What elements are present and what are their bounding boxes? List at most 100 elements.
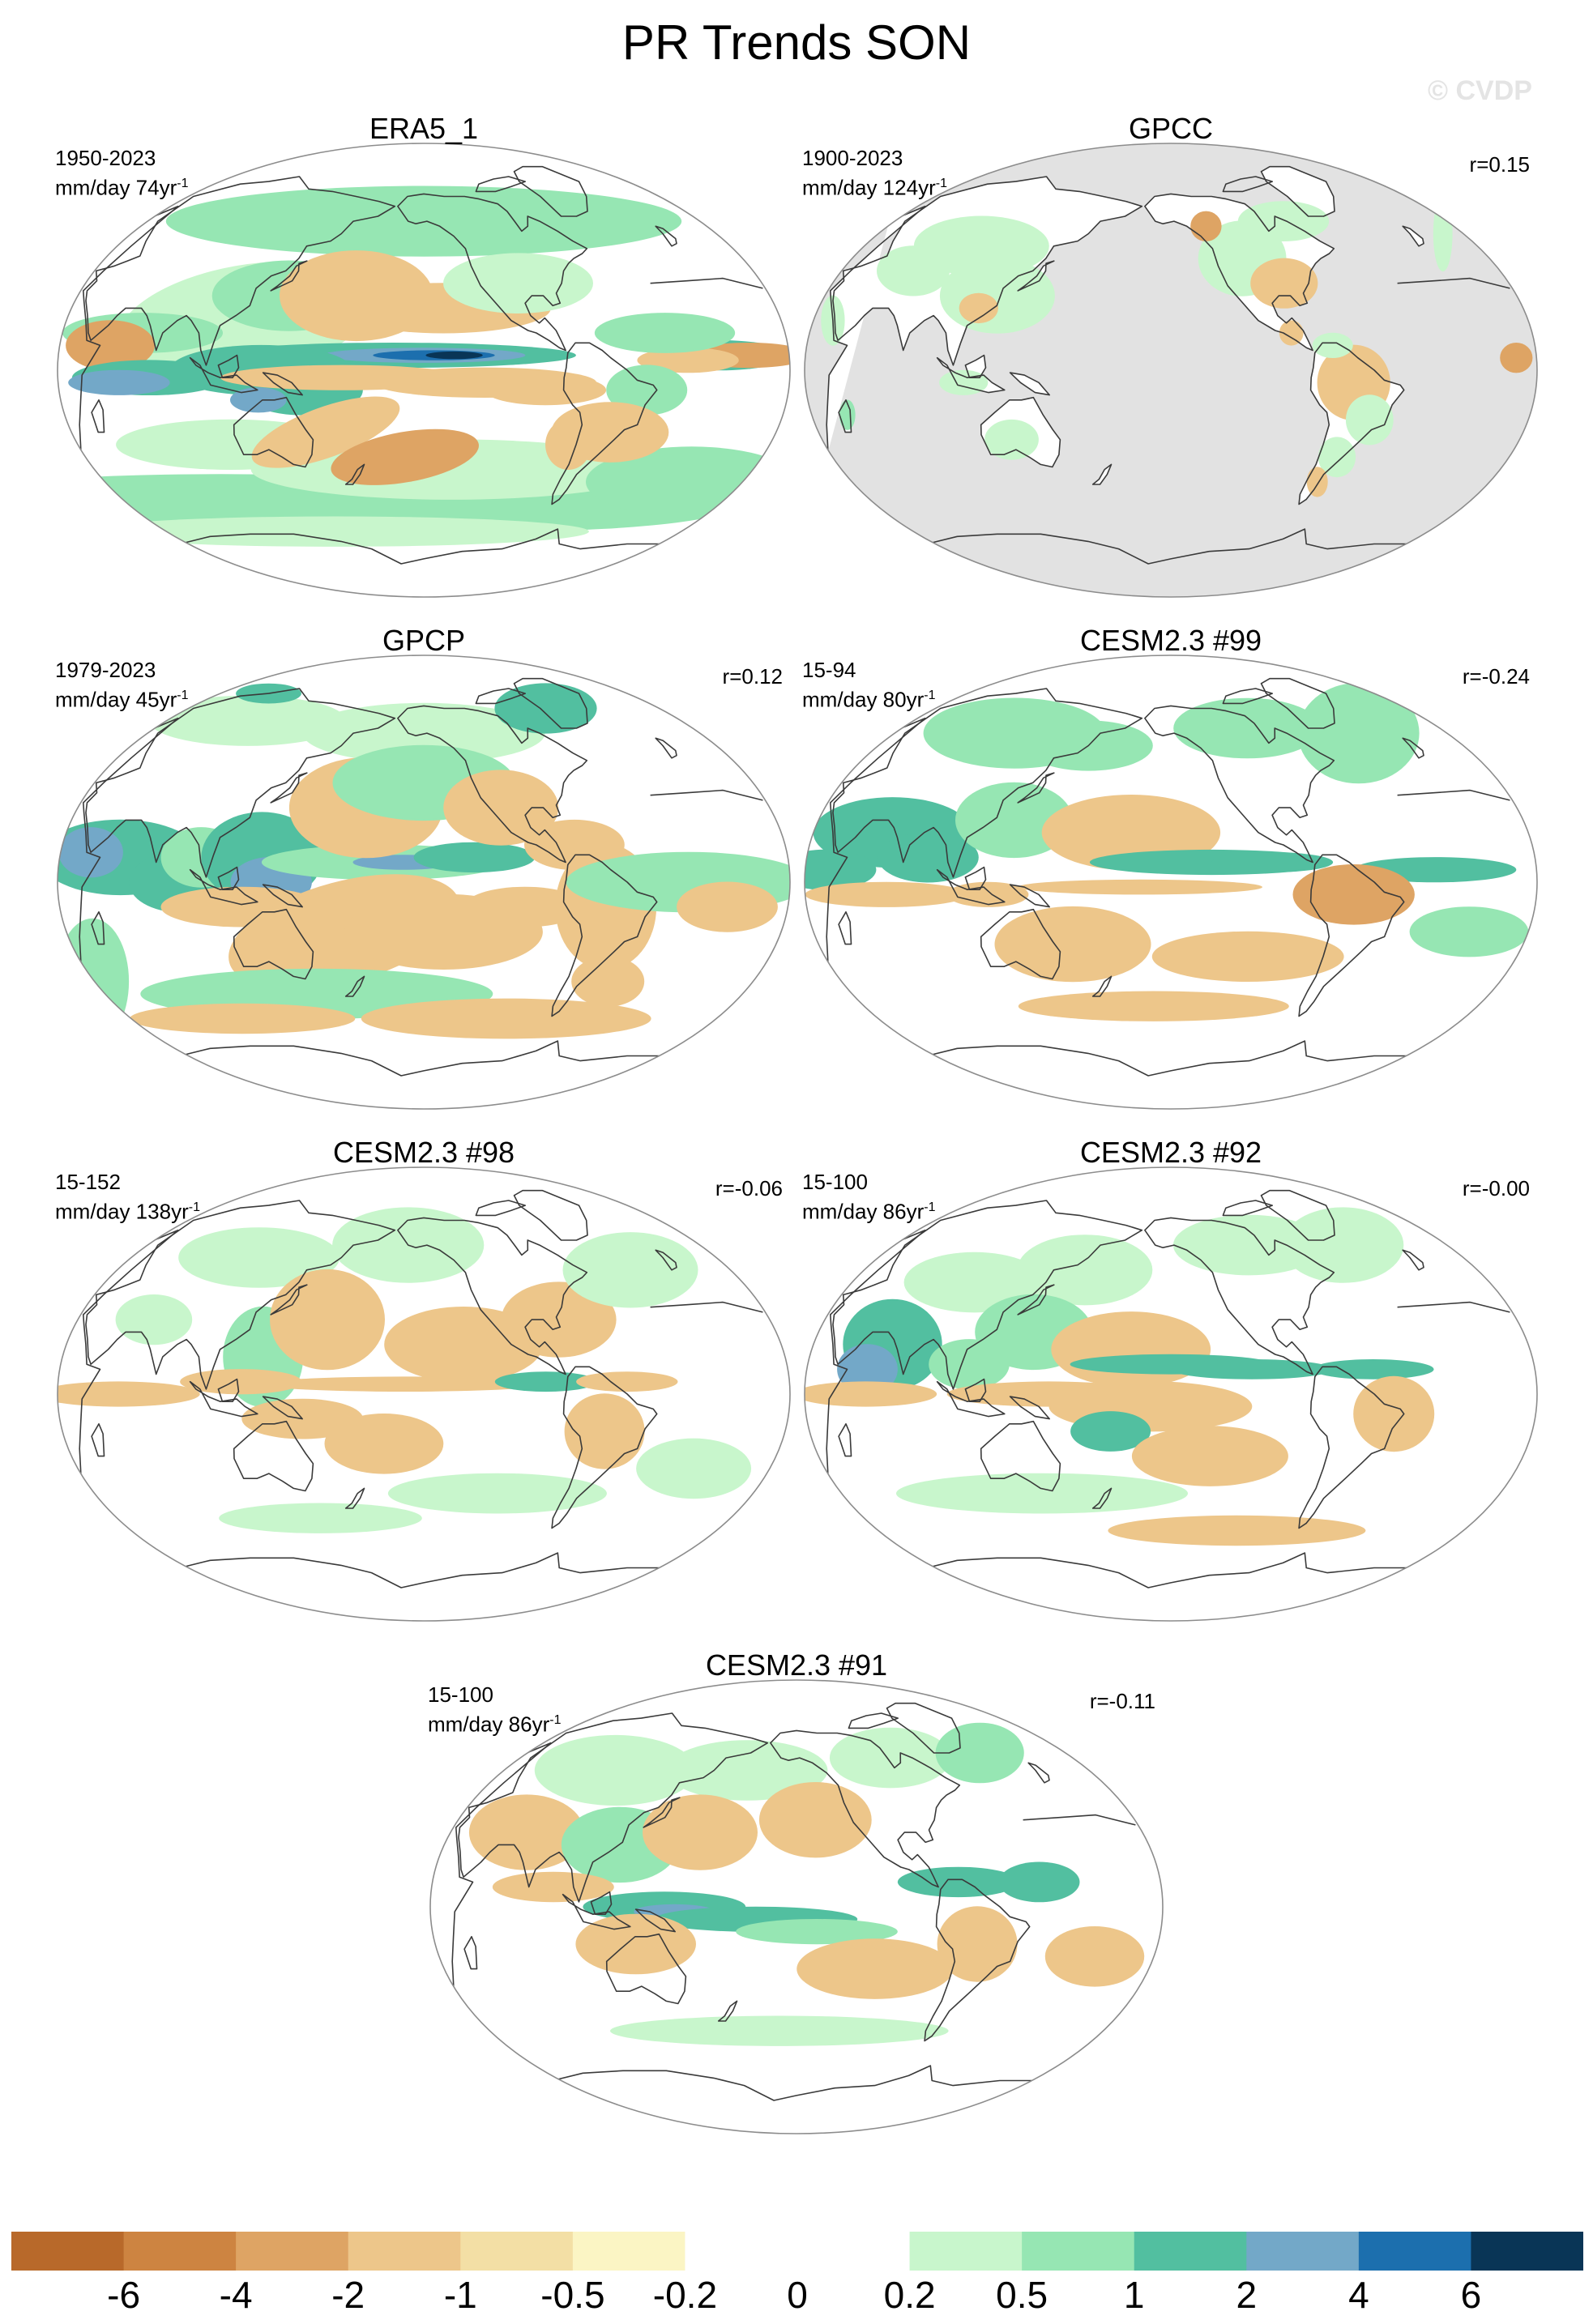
colorbar-swatch bbox=[685, 2232, 798, 2271]
trend-anomaly bbox=[82, 516, 589, 547]
trend-anomaly bbox=[736, 1919, 898, 1945]
colorbar-swatch bbox=[1358, 2232, 1471, 2271]
coastline bbox=[826, 1229, 926, 1477]
colorbar-tick-label: 0 bbox=[787, 2274, 808, 2316]
units-label: mm/day 138yr-1 bbox=[55, 1195, 200, 1225]
coastline bbox=[1222, 1200, 1273, 1217]
coastline bbox=[91, 399, 105, 433]
trend-anomaly bbox=[68, 369, 170, 395]
trend-anomaly bbox=[903, 1252, 1045, 1313]
pattern-correlation: r=-0.06 bbox=[715, 1176, 783, 1200]
coastline bbox=[936, 868, 1006, 906]
units-base: mm/day 86yr bbox=[802, 1199, 925, 1224]
coastline bbox=[513, 677, 588, 729]
coastline bbox=[552, 2065, 1040, 2101]
map-panel: CESM2.3 #98 15-152 mm/day 138yr-1 r=-0.06 bbox=[55, 1136, 792, 1638]
colorbar-swatch bbox=[348, 2232, 461, 2271]
coastline bbox=[91, 911, 105, 945]
colorbar bbox=[11, 2232, 1583, 2271]
coastline bbox=[605, 1933, 687, 2005]
trend-anomaly bbox=[58, 918, 130, 1045]
trend-anomaly bbox=[219, 1503, 422, 1533]
panel-title: CESM2.3 #91 bbox=[705, 1648, 888, 1682]
figure-title: PR Trends SON bbox=[621, 15, 972, 70]
trend-anomaly bbox=[1051, 1311, 1211, 1388]
coastline bbox=[1402, 225, 1424, 247]
period-label: 1900-2023 bbox=[802, 146, 903, 170]
coastline bbox=[79, 717, 179, 965]
units-exponent: -1 bbox=[935, 177, 947, 190]
coastline bbox=[475, 176, 526, 193]
panel-title: CESM2.3 #99 bbox=[1079, 624, 1262, 657]
trend-anomaly bbox=[998, 1861, 1080, 1903]
units-exponent: -1 bbox=[177, 177, 189, 190]
period-label: 1950-2023 bbox=[55, 146, 156, 170]
trend-anomaly bbox=[1282, 1207, 1404, 1283]
trend-anomaly bbox=[643, 1794, 758, 1870]
pattern-correlation: r=-0.24 bbox=[1462, 664, 1530, 689]
trend-anomaly bbox=[130, 1003, 356, 1034]
coastline bbox=[262, 372, 303, 396]
colorbar-swatch bbox=[1022, 2232, 1135, 2271]
units-label: mm/day 124yr-1 bbox=[802, 171, 947, 201]
trend-anomaly bbox=[1312, 1359, 1434, 1379]
units-exponent: -1 bbox=[549, 1713, 562, 1727]
colorbar-swatch bbox=[797, 2232, 911, 2271]
coastline bbox=[1402, 1249, 1424, 1271]
coastline bbox=[344, 975, 365, 997]
units-base: mm/day 80yr bbox=[802, 687, 925, 712]
trend-anomaly bbox=[937, 1906, 1018, 1982]
coastline bbox=[1017, 772, 1055, 804]
trend-anomaly bbox=[1409, 906, 1529, 957]
trend-anomaly bbox=[594, 313, 736, 353]
trend-anomaly bbox=[564, 1393, 645, 1469]
trend-anomaly bbox=[636, 1438, 752, 1499]
coastline bbox=[1091, 975, 1113, 997]
map-frame bbox=[804, 655, 1538, 1110]
coastline bbox=[179, 1040, 668, 1077]
coastline bbox=[513, 165, 588, 217]
coastline bbox=[1091, 463, 1113, 485]
map-panel: CESM2.3 #91 15-100 mm/day 86yr-1 r=-0.11 bbox=[428, 1648, 1165, 2151]
trend-anomaly bbox=[324, 1414, 444, 1474]
coastline bbox=[634, 1908, 676, 1933]
trend-anomaly bbox=[443, 253, 593, 313]
coastline bbox=[936, 1380, 1006, 1418]
trend-anomaly bbox=[494, 1371, 597, 1392]
map-frame bbox=[804, 143, 1538, 598]
colorbar-tick-label: 0.5 bbox=[996, 2274, 1048, 2316]
trend-anomaly bbox=[485, 374, 607, 406]
trend-anomaly bbox=[534, 1734, 696, 1806]
coastline bbox=[458, 1712, 769, 1903]
coastline bbox=[964, 354, 987, 378]
coastline bbox=[397, 193, 588, 352]
trend-anomaly bbox=[331, 429, 479, 485]
coastline bbox=[1298, 342, 1405, 505]
colorbar-swatch bbox=[572, 2232, 685, 2271]
units-exponent: -1 bbox=[177, 689, 189, 702]
colorbar-tick-label: -2 bbox=[331, 2274, 365, 2316]
coastline bbox=[1260, 677, 1335, 729]
trend-anomaly bbox=[1070, 1411, 1151, 1452]
coastline bbox=[1397, 277, 1510, 289]
colorbar-swatch bbox=[460, 2232, 574, 2271]
trend-anomaly bbox=[1131, 1426, 1288, 1486]
trend-anomaly bbox=[468, 1794, 584, 1870]
coastline bbox=[85, 1200, 396, 1390]
colorbar-tick-label: 0.2 bbox=[883, 2274, 936, 2316]
coastline bbox=[838, 911, 852, 945]
trend-anomaly bbox=[677, 881, 778, 932]
coastline bbox=[964, 866, 987, 890]
units-base: mm/day 74yr bbox=[55, 175, 177, 200]
trend-anomaly bbox=[302, 702, 545, 764]
trend-anomaly bbox=[425, 351, 483, 360]
coastline bbox=[1144, 705, 1335, 864]
trend-anomaly bbox=[796, 1938, 954, 1999]
coastline bbox=[980, 396, 1061, 468]
coastline bbox=[397, 705, 588, 864]
map-panel: CESM2.3 #92 15-100 mm/day 86yr-1 r=-0.00 bbox=[802, 1136, 1540, 1638]
colorbar-swatch bbox=[909, 2232, 1023, 2271]
trend-anomaly bbox=[1237, 201, 1330, 241]
map-plot bbox=[804, 655, 1538, 1110]
colorbar-swatch bbox=[11, 2232, 125, 2271]
